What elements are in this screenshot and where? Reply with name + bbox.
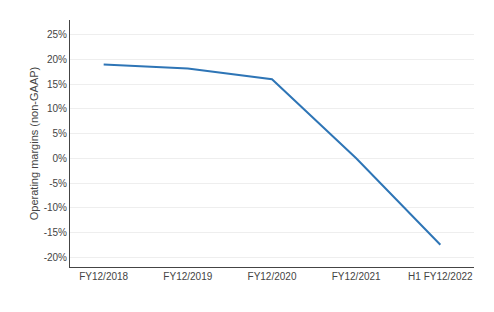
svg-text:-20%: -20% [44, 252, 67, 263]
svg-text:FY12/2019: FY12/2019 [163, 271, 212, 282]
svg-text:25%: 25% [47, 29, 67, 40]
svg-text:20%: 20% [47, 54, 67, 65]
svg-text:0%: 0% [53, 153, 68, 164]
svg-text:FY12/2018: FY12/2018 [79, 271, 128, 282]
svg-text:FY12/2020: FY12/2020 [248, 271, 297, 282]
svg-text:-10%: -10% [44, 202, 67, 213]
svg-text:Operating margins (non-GAAP): Operating margins (non-GAAP) [28, 67, 40, 220]
svg-text:5%: 5% [53, 128, 68, 139]
svg-text:-5%: -5% [49, 178, 67, 189]
svg-text:FY12/2021: FY12/2021 [332, 271, 381, 282]
svg-text:-15%: -15% [44, 227, 67, 238]
svg-text:10%: 10% [47, 103, 67, 114]
svg-text:H1 FY12/2022: H1 FY12/2022 [408, 271, 473, 282]
svg-text:15%: 15% [47, 79, 67, 90]
